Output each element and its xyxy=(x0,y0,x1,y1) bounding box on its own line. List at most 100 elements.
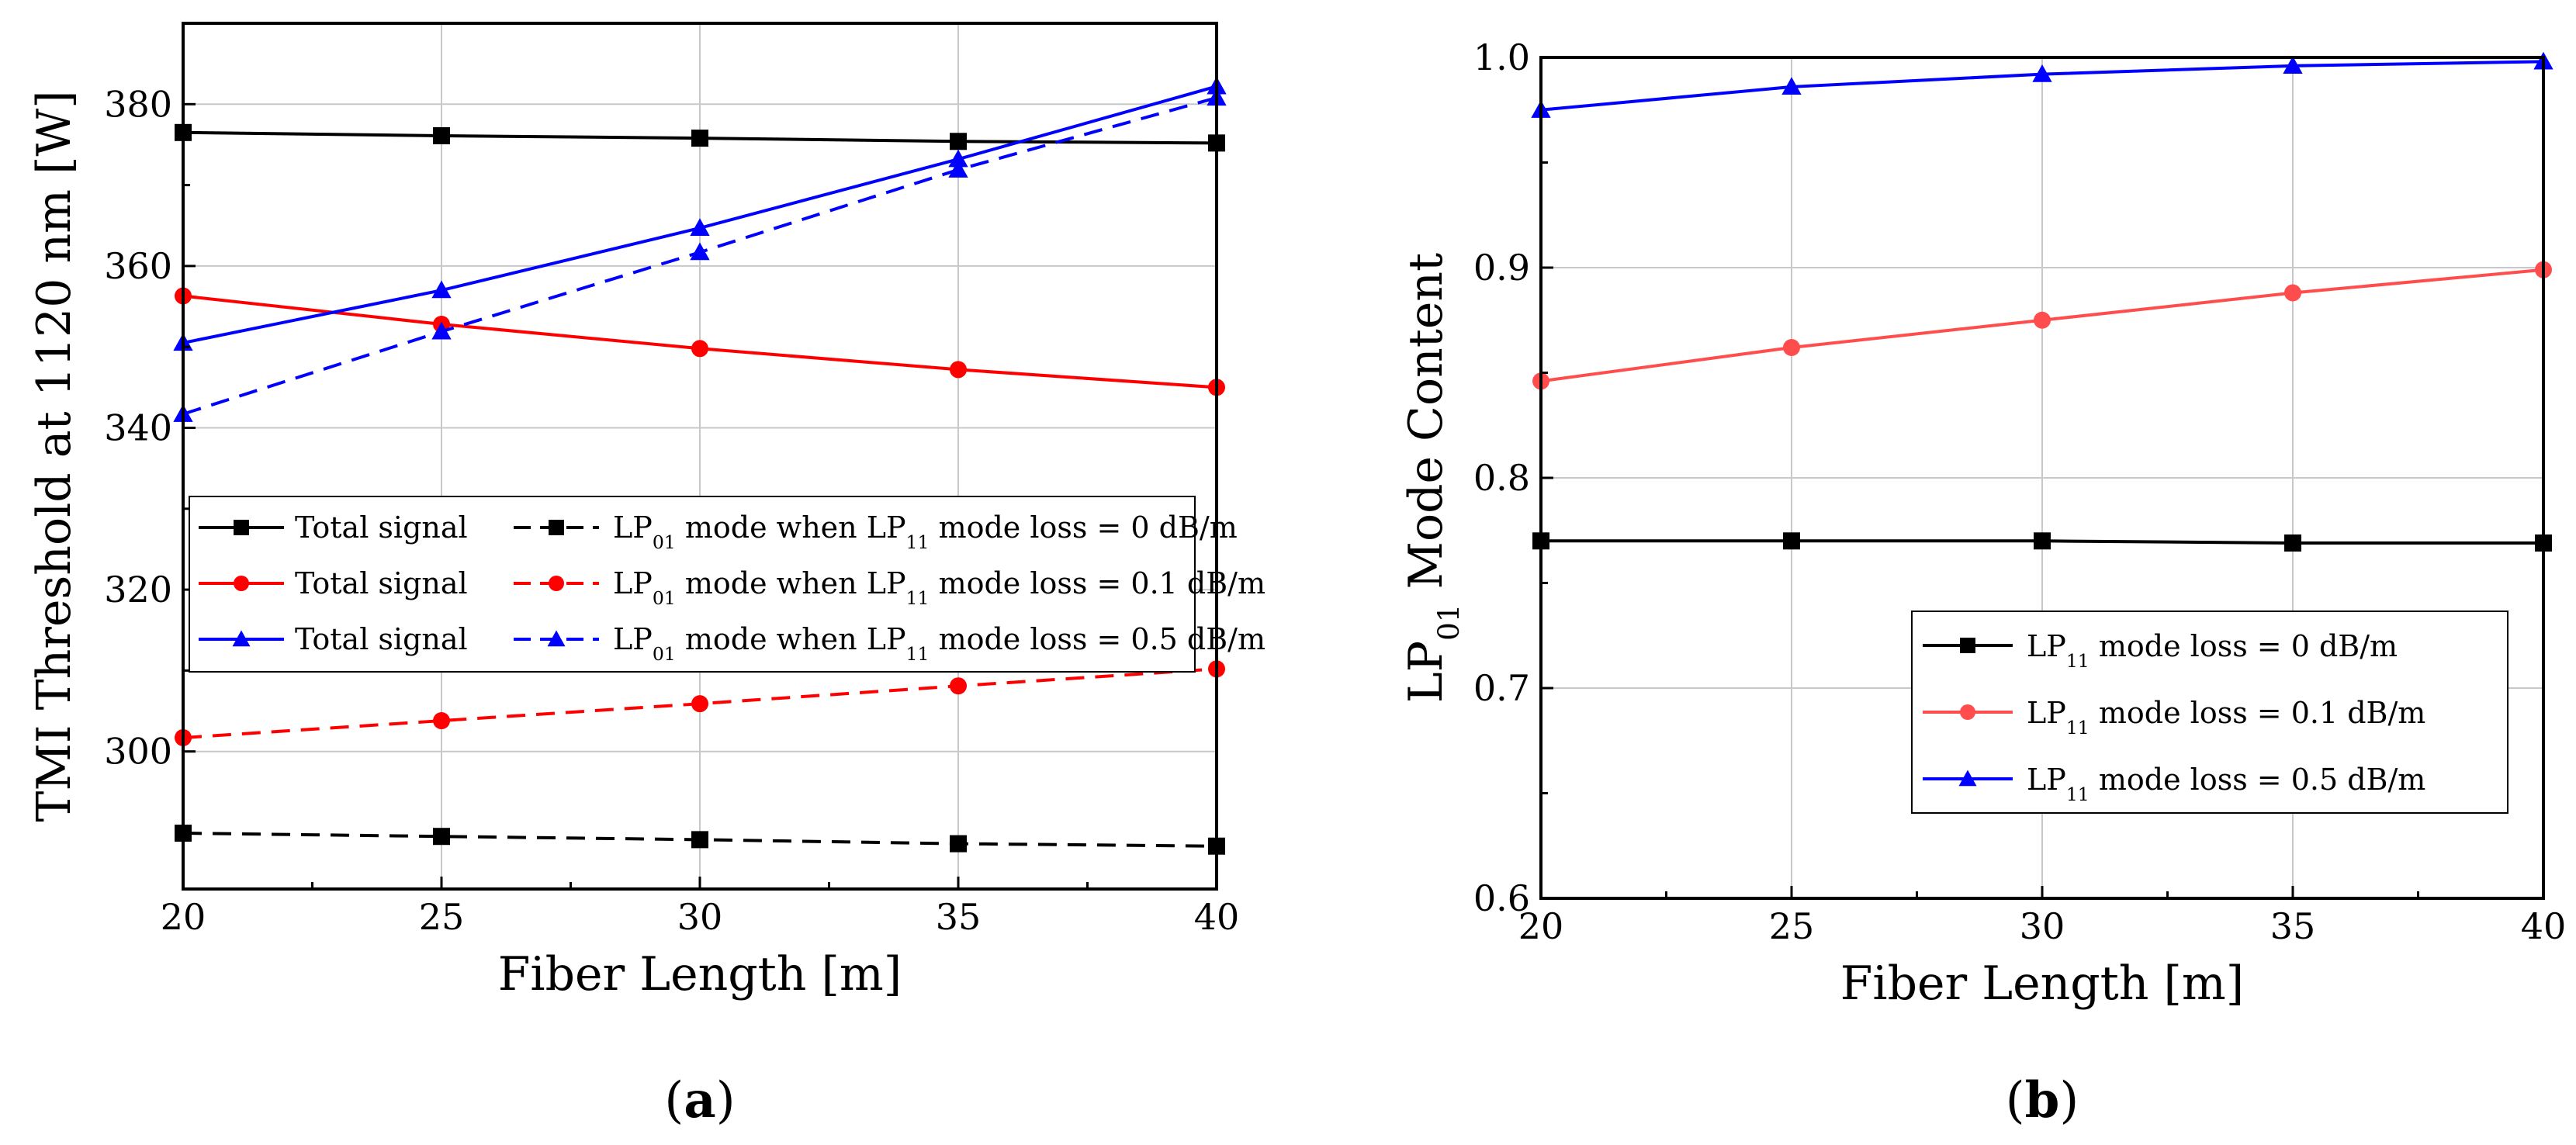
panel-a-legend-dashed-label-part: mode when LP xyxy=(676,622,906,656)
a-data-point xyxy=(691,340,708,358)
panel-a-legend-marker xyxy=(549,576,564,591)
panel-a-y-axis-label: TMI Threshold at 1120 nm [W] xyxy=(27,90,81,822)
b-data-point xyxy=(2284,534,2301,552)
panel-a-legend: Total signal LP01 mode when LP11 mode los… xyxy=(189,496,1265,673)
panel-a-series xyxy=(173,76,1227,855)
panel-b-x-axis-label: Fiber Length [m] xyxy=(1840,956,2244,1011)
panel-a-legend-dashed-label-part: mode when LP xyxy=(676,566,906,600)
panel-b-legend-label-part: LP xyxy=(2027,763,2066,797)
panel-a-legend-dashed-label-part: 01 xyxy=(653,643,676,665)
b-data-point xyxy=(2032,64,2052,82)
panel-a-legend-marker xyxy=(234,576,249,591)
a-y-tick-label: 340 xyxy=(104,406,172,448)
panel-b-legend-label-part: mode loss = 0.1 dB/m xyxy=(2090,696,2426,730)
a-data-point xyxy=(691,831,708,849)
panel-a-legend-dashed-label: LP01 mode when LP11 mode loss = 0 dB/m xyxy=(613,510,1238,553)
a-data-point xyxy=(950,361,967,379)
a-data-point xyxy=(950,835,967,853)
a-data-point xyxy=(690,218,710,236)
b-x-tick-label: 20 xyxy=(1518,905,1564,947)
a-data-point xyxy=(950,133,967,150)
panel-a-legend-solid-label: Total signal xyxy=(295,622,468,656)
a-x-tick-label: 25 xyxy=(419,896,465,938)
panel-b-ticks: 20 25 30 35 40 0.6 0.7 0.8 0.9 1.0 xyxy=(1473,36,2566,947)
b-x-tick-label: 35 xyxy=(2270,905,2316,947)
panel-a-legend-dashed-label-part: 01 xyxy=(653,587,676,609)
panel-b-legend-label-part: 11 xyxy=(2066,784,2090,805)
a-y-tick-label: 300 xyxy=(104,731,172,773)
b-x-tick-label: 40 xyxy=(2521,905,2567,947)
panel-a-legend-marker xyxy=(549,520,564,535)
panel-b-legend-label-part: mode loss = 0.5 dB/m xyxy=(2090,763,2426,797)
panel-a-legend-dashed-label-part: 11 xyxy=(906,587,930,609)
panel-a-legend-marker xyxy=(234,520,249,535)
panel-a-legend-dashed-label-part: mode loss = 0 dB/m xyxy=(929,510,1237,545)
panel-b-y-axis-label-part: Mode Content xyxy=(1399,253,1453,604)
panel-b-legend-label-part: mode loss = 0 dB/m xyxy=(2090,629,2398,663)
panel-b-y-axis-label-part: LP xyxy=(1399,641,1453,703)
panel-a-legend-solid-label: Total signal xyxy=(295,566,468,600)
panel-b-legend-label-part: LP xyxy=(2027,629,2066,663)
panel-a-legend-dashed-label-part: mode loss = 0.1 dB/m xyxy=(929,566,1265,600)
panel-b-legend-label-part: 11 xyxy=(2066,650,2090,672)
panel-b-legend-marker xyxy=(1960,704,1975,720)
a-data-point xyxy=(691,695,708,713)
panel-a-ticks: 20 25 30 35 40 300 320 340 360 380 xyxy=(104,83,1239,938)
panel-b-legend-marker xyxy=(1958,770,1977,787)
panel-a-legend-marker xyxy=(547,630,566,647)
a-data-point xyxy=(691,130,708,147)
a-y-tick-label: 360 xyxy=(104,245,172,287)
panel-b-legend-label-part: 11 xyxy=(2066,717,2090,739)
panel-a-legend-dashed-label-part: mode when LP xyxy=(676,510,906,545)
panel-a-legend-dashed-label-part: 11 xyxy=(906,643,930,665)
b-data-point xyxy=(2034,311,2051,329)
panel-a-legend-dashed-label-part: 01 xyxy=(653,531,676,553)
panel-b-legend-label: LP11 mode loss = 0 dB/m xyxy=(2027,629,2398,672)
panel-b-legend-label-part: LP xyxy=(2027,696,2066,730)
b-data-point xyxy=(2283,56,2303,74)
panel-a-legend-dashed-label-part: LP xyxy=(613,566,653,600)
panel-a-legend-dashed-label: LP01 mode when LP11 mode loss = 0.5 dB/m xyxy=(613,622,1265,665)
panel-b-label: (b) xyxy=(2006,1071,2079,1129)
panel-a-legend-dashed-label: LP01 mode when LP11 mode loss = 0.1 dB/m xyxy=(613,566,1265,609)
panel-a-grid xyxy=(182,23,1217,889)
a-data-point xyxy=(948,160,968,178)
a-x-tick-label: 35 xyxy=(936,896,982,938)
a-data-point xyxy=(431,321,452,340)
a-y-tick-label: 380 xyxy=(104,83,172,125)
b-y-tick-label: 0.6 xyxy=(1473,877,1530,919)
a-x-tick-label: 30 xyxy=(677,896,723,938)
b-data-point xyxy=(2034,532,2051,550)
a-x-tick-label: 20 xyxy=(161,896,206,938)
panel-a-legend-dashed-label-part: LP xyxy=(613,622,653,656)
b-data-point xyxy=(1783,532,1800,550)
a-data-point xyxy=(690,242,710,261)
panel-b-legend-marker xyxy=(1960,638,1975,653)
b-y-tick-label: 1.0 xyxy=(1473,36,1530,78)
panel-a-x-axis-label: Fiber Length [m] xyxy=(498,947,902,1001)
b-x-tick-label: 25 xyxy=(1769,905,1815,947)
panel-a-legend-dashed-label-part: mode loss = 0.5 dB/m xyxy=(929,622,1265,656)
panel-a-legend-solid-label: Total signal xyxy=(295,510,468,545)
b-y-tick-label: 0.7 xyxy=(1473,667,1530,709)
panel-b-legend-label: LP11 mode loss = 0.1 dB/m xyxy=(2027,696,2425,739)
panel-a: 20 25 30 35 40 300 320 340 360 380 Total signal LP… xyxy=(27,22,1265,1129)
b-x-tick-label: 30 xyxy=(2020,905,2065,947)
panel-a-legend-dashed-label-part: 11 xyxy=(906,531,930,553)
panel-b-y-axis-label: LP01 Mode Content xyxy=(1399,253,1466,703)
a-data-point xyxy=(950,677,967,695)
b-data-point xyxy=(1781,77,1802,95)
b-data-point xyxy=(1783,338,1800,356)
a-data-point xyxy=(433,712,450,730)
panel-a-legend-dashed-label-part: LP xyxy=(613,510,653,545)
panel-b-y-axis-label-part: 01 xyxy=(1432,604,1466,641)
a-x-tick-label: 40 xyxy=(1194,896,1240,938)
panel-a-label: (a) xyxy=(664,1071,735,1129)
b-data-point xyxy=(2284,284,2301,302)
a-y-tick-label: 320 xyxy=(104,569,172,611)
a-data-point xyxy=(431,280,452,299)
panel-b-legend-label: LP11 mode loss = 0.5 dB/m xyxy=(2027,763,2425,805)
panel-b: 20 25 30 35 400.60.70.80.91.0 LP11 mode loss… xyxy=(1399,36,2566,1129)
